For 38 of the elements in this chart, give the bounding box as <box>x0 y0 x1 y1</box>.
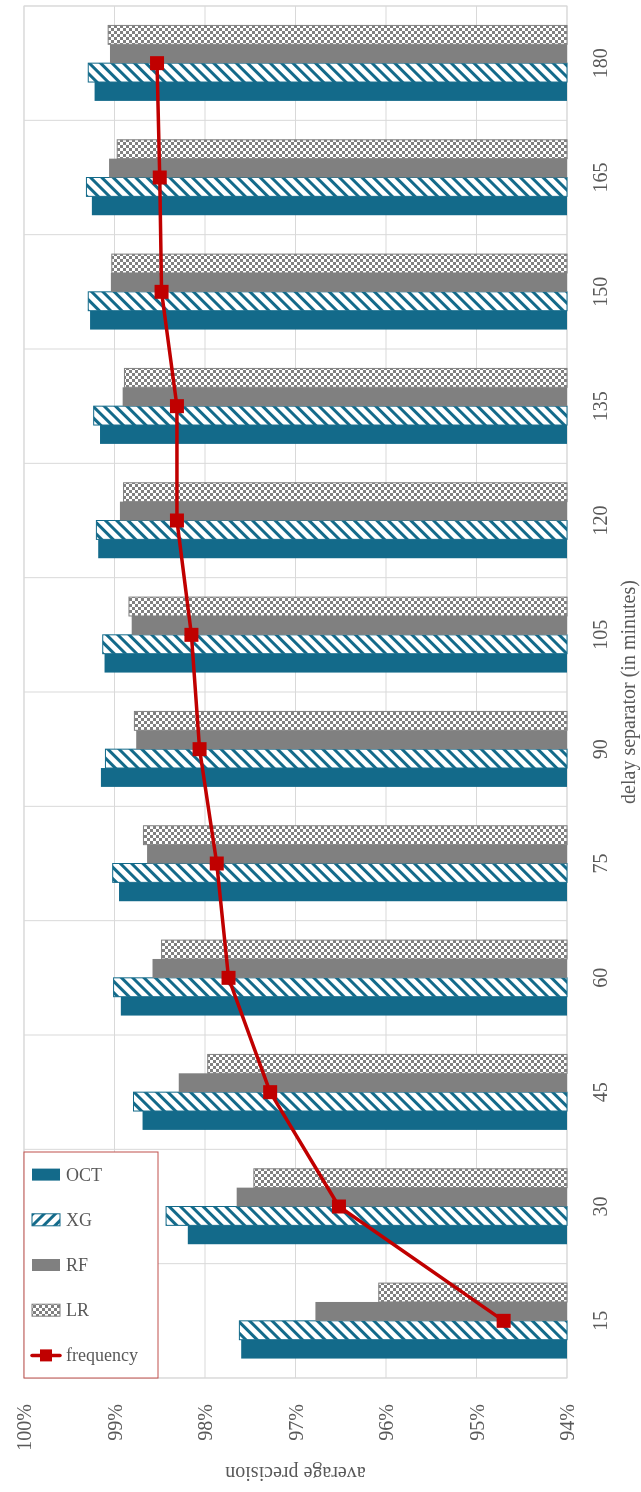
point <box>221 970 236 985</box>
point <box>496 1313 511 1328</box>
x-tick-label: 100% <box>13 1404 35 1451</box>
y-tick-label: 120 <box>589 505 611 536</box>
x-tick-label: 99% <box>103 1404 126 1441</box>
y-tick-label: 30 <box>589 1196 611 1217</box>
y-tick-label: 90 <box>589 739 611 760</box>
y-tick-label: 60 <box>589 967 611 988</box>
legend-label: frequency <box>66 1345 138 1366</box>
y-tick-label: 180 <box>589 48 611 79</box>
y-tick-label: 150 <box>589 276 611 307</box>
legend-label: RF <box>66 1255 89 1275</box>
point <box>154 284 169 299</box>
point <box>209 856 224 871</box>
point <box>192 742 207 757</box>
x-axis-title: average precision <box>225 1462 366 1485</box>
y-tick-label: 15 <box>589 1310 611 1331</box>
x-tick-label: 95% <box>465 1404 488 1441</box>
point <box>331 1199 346 1214</box>
x-tick-label: 98% <box>194 1404 216 1441</box>
legend-label: XG <box>66 1209 92 1230</box>
x-tick-label: 94% <box>556 1404 578 1441</box>
y-tick-label: 45 <box>589 1082 611 1103</box>
y-axis-title: delay separator (in minutes) <box>617 580 640 804</box>
legend-label: LR <box>66 1300 90 1321</box>
y-tick-label: 105 <box>589 619 611 650</box>
point <box>152 170 167 185</box>
point <box>150 56 165 71</box>
point <box>263 1085 278 1100</box>
point <box>169 399 184 414</box>
y-tick-label: 165 <box>589 162 611 193</box>
x-tick-label: 97% <box>284 1404 307 1441</box>
x-tick-label: 96% <box>375 1404 397 1441</box>
point <box>184 627 199 642</box>
point <box>169 513 184 528</box>
y-tick-label: 135 <box>589 391 611 422</box>
legend-label: OCT <box>66 1164 102 1185</box>
y-tick-label: 75 <box>589 853 611 874</box>
